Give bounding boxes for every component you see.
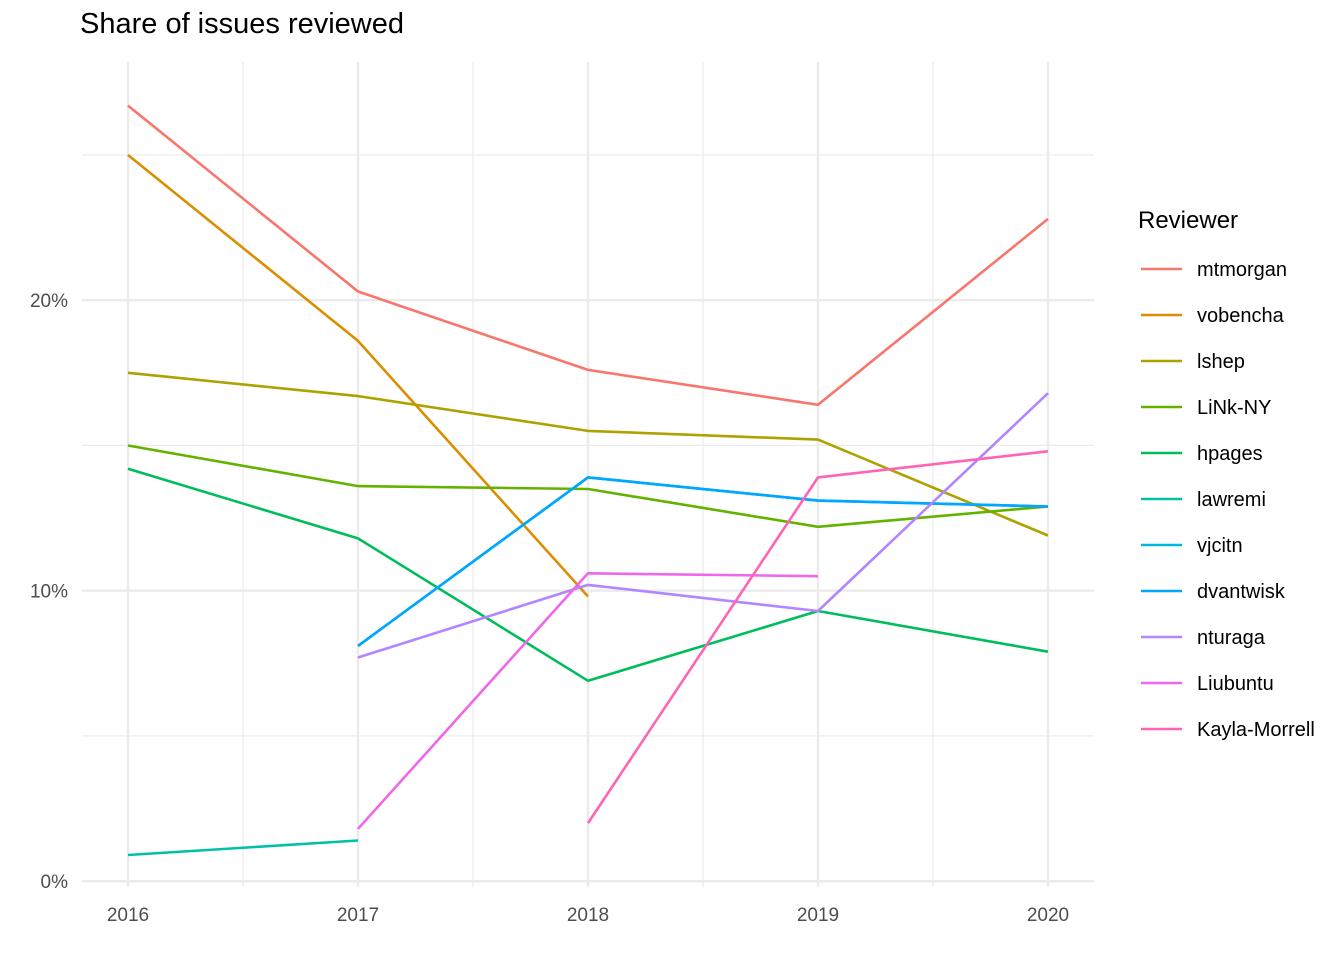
legend-label: LiNk-NY (1197, 397, 1271, 419)
legend-label: Kayla-Morrell (1197, 719, 1315, 741)
series-line-liubuntu (357, 571, 819, 830)
chart-title: Share of issues reviewed (80, 8, 404, 40)
y-tick-label: 10% (30, 582, 68, 603)
legend-label: nturaga (1197, 627, 1266, 649)
legend-label: mtmorgan (1197, 259, 1287, 281)
series-line-link-ny (127, 444, 1049, 529)
y-tick-label: 0% (41, 872, 69, 893)
legend-label: lshep (1197, 351, 1245, 373)
x-tick-label: 2017 (337, 905, 379, 926)
series-line-lawremi (127, 839, 359, 857)
series-line-hpages (127, 467, 1049, 683)
series-line-kayla-morrell (586, 450, 1049, 824)
legend-title: Reviewer (1138, 207, 1238, 234)
x-tick-label: 2016 (107, 905, 149, 926)
series-line-mtmorgan (127, 104, 1049, 407)
x-tick-label: 2019 (797, 905, 839, 926)
legend-label: vobencha (1197, 305, 1285, 327)
series-line-vobencha (127, 153, 589, 598)
series-line-nturaga (357, 392, 1049, 659)
series-line-lshep (127, 371, 1049, 537)
legend-label: hpages (1197, 443, 1263, 465)
legend-label: Liubuntu (1197, 673, 1274, 695)
legend-label: lawremi (1197, 489, 1266, 511)
y-tick-label: 20% (30, 291, 68, 312)
x-tick-label: 2018 (567, 905, 609, 926)
legend-label: dvantwisk (1197, 581, 1286, 603)
legend-label: vjcitn (1197, 535, 1243, 557)
x-tick-label: 2020 (1027, 905, 1069, 926)
